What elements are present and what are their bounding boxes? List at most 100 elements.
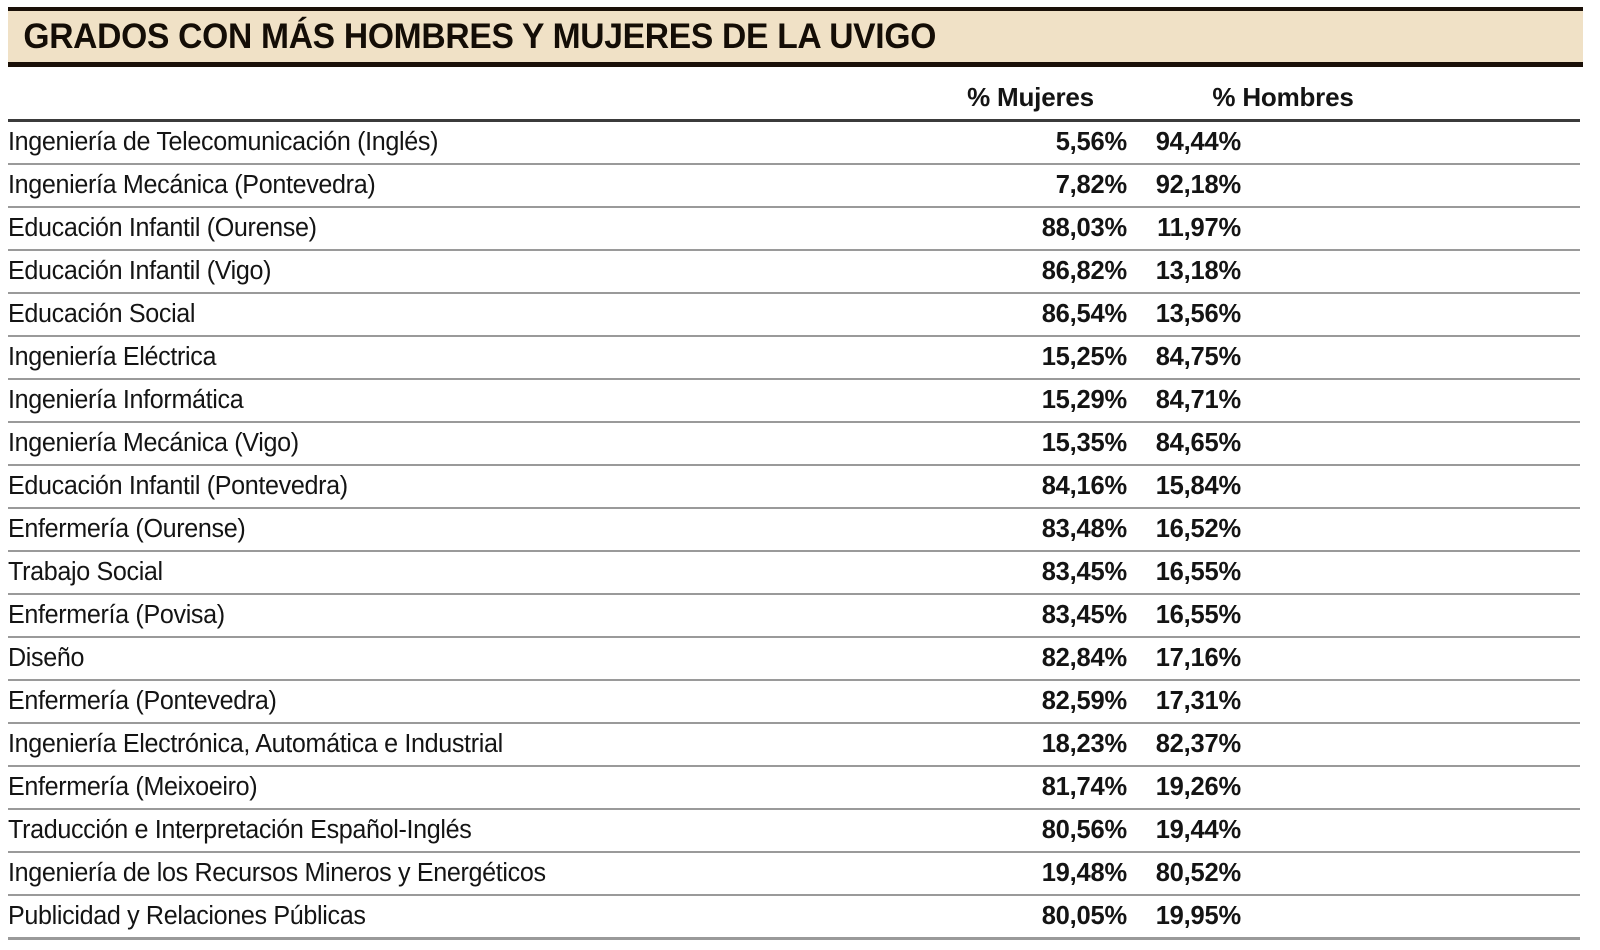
degree-name-cell: Ingeniería de Telecomunicación (Inglés) — [8, 120, 895, 165]
women-percentage-cell: 83,48% — [908, 508, 1153, 552]
degree-name-cell: Enfermería (Povisa) — [8, 594, 895, 638]
men-percentage-cell: 17,31% — [1153, 680, 1413, 724]
women-percentage-cell: 18,23% — [908, 723, 1153, 767]
women-percentage-cell: 15,25% — [908, 336, 1153, 380]
women-percentage-cell: 19,48% — [908, 852, 1153, 896]
row-spacer-cell — [1413, 508, 1580, 552]
men-percentage-cell: 16,55% — [1153, 551, 1413, 595]
men-percentage-cell: 13,18% — [1153, 250, 1413, 294]
women-percentage-cell: 15,35% — [908, 422, 1153, 466]
row-spacer-cell — [1413, 465, 1580, 509]
men-percentage-cell: 16,52% — [1153, 508, 1413, 552]
men-percentage-cell: 82,37% — [1153, 723, 1413, 767]
table-row: Enfermería (Meixoeiro) 81,74% 19,26% — [8, 766, 1580, 810]
table-row: Ingeniería Electrónica, Automática e Ind… — [8, 723, 1580, 767]
table-row: Ingeniería Eléctrica 15,25% 84,75% — [8, 336, 1580, 380]
women-percentage-cell: 83,45% — [908, 594, 1153, 638]
table-row: Educación Social 86,54% 13,56% — [8, 293, 1580, 337]
degree-name-cell: Trabajo Social — [8, 551, 895, 595]
men-percentage-cell: 11,97% — [1153, 207, 1413, 251]
column-header-spacer — [1413, 82, 1580, 122]
men-percentage-cell: 15,84% — [1153, 465, 1413, 509]
degree-name-cell: Educación Infantil (Vigo) — [8, 250, 895, 294]
table-row: Enfermería (Ourense) 83,48% 16,52% — [8, 508, 1580, 552]
table-row: Ingeniería de Telecomunicación (Inglés) 5… — [8, 120, 1580, 165]
degree-name-cell: Enfermería (Ourense) — [8, 508, 895, 552]
table-row: Educación Infantil (Ourense) 88,03% 11,97% — [8, 207, 1580, 251]
degree-name-cell: Ingeniería Mecánica (Vigo) — [8, 422, 895, 466]
women-percentage-cell: 83,45% — [908, 551, 1153, 595]
men-percentage-cell: 19,26% — [1153, 766, 1413, 810]
men-percentage-cell: 84,75% — [1153, 336, 1413, 380]
row-spacer-cell — [1413, 336, 1580, 380]
table-row: Enfermería (Povisa) 83,45% 16,55% — [8, 594, 1580, 638]
men-percentage-cell: 92,18% — [1153, 164, 1413, 208]
row-spacer-cell — [1413, 250, 1580, 294]
table-row: Publicidad y Relaciones Públicas 80,05% 19… — [8, 895, 1580, 940]
degree-name-cell: Diseño — [8, 637, 895, 681]
women-percentage-cell: 82,59% — [908, 680, 1153, 724]
men-percentage-cell: 80,52% — [1153, 852, 1413, 896]
table-body: Ingeniería de Telecomunicación (Inglés) 5… — [8, 120, 1580, 940]
degree-name-cell: Educación Infantil (Pontevedra) — [8, 465, 895, 509]
table-row: Traducción e Interpretación Español-Ingl… — [8, 809, 1580, 853]
table-row: Ingeniería de los Recursos Mineros y Ene… — [8, 852, 1580, 896]
degree-name-cell: Ingeniería de los Recursos Mineros y Ene… — [8, 852, 895, 896]
men-percentage-cell: 16,55% — [1153, 594, 1413, 638]
row-spacer-cell — [1413, 207, 1580, 251]
degree-name-cell: Ingeniería Mecánica (Pontevedra) — [8, 164, 895, 208]
degree-name-cell: Ingeniería Eléctrica — [8, 336, 895, 380]
degree-name-cell: Enfermería (Pontevedra) — [8, 680, 895, 724]
row-spacer-cell — [1413, 164, 1580, 208]
table-row: Enfermería (Pontevedra) 82,59% 17,31% — [8, 680, 1580, 724]
row-spacer-cell — [1413, 852, 1580, 896]
row-spacer-cell — [1413, 551, 1580, 595]
men-percentage-cell: 19,44% — [1153, 809, 1413, 853]
men-percentage-cell: 84,65% — [1153, 422, 1413, 466]
women-percentage-cell: 86,82% — [908, 250, 1153, 294]
men-percentage-cell: 84,71% — [1153, 379, 1413, 423]
men-percentage-cell: 17,16% — [1153, 637, 1413, 681]
table-row: Trabajo Social 83,45% 16,55% — [8, 551, 1580, 595]
women-percentage-cell: 84,16% — [908, 465, 1153, 509]
column-header-degree — [8, 82, 908, 122]
degree-name-cell: Ingeniería Informática — [8, 379, 895, 423]
table-row: Diseño 82,84% 17,16% — [8, 637, 1580, 681]
row-spacer-cell — [1413, 895, 1580, 940]
table-row: Educación Infantil (Pontevedra) 84,16% 15,… — [8, 465, 1580, 509]
degrees-gender-table: % Mujeres % Hombres Ingeniería de Teleco… — [8, 82, 1580, 940]
degree-name-cell: Publicidad y Relaciones Públicas — [8, 895, 895, 940]
women-percentage-cell: 15,29% — [908, 379, 1153, 423]
women-percentage-cell: 5,56% — [908, 120, 1153, 165]
title-banner: GRADOS CON MÁS HOMBRES Y MUJERES DE LA U… — [8, 7, 1583, 67]
women-percentage-cell: 82,84% — [908, 637, 1153, 681]
degree-name-cell: Educación Infantil (Ourense) — [8, 207, 895, 251]
table-row: Ingeniería Informática 15,29% 84,71% — [8, 379, 1580, 423]
degree-name-cell: Educación Social — [8, 293, 895, 337]
women-percentage-cell: 80,56% — [908, 809, 1153, 853]
table-row: Educación Infantil (Vigo) 86,82% 13,18% — [8, 250, 1580, 294]
page-title: GRADOS CON MÁS HOMBRES Y MUJERES DE LA U… — [23, 17, 937, 56]
row-spacer-cell — [1413, 637, 1580, 681]
table-row: Ingeniería Mecánica (Pontevedra) 7,82% 92,… — [8, 164, 1580, 208]
row-spacer-cell — [1413, 293, 1580, 337]
women-percentage-cell: 7,82% — [908, 164, 1153, 208]
row-spacer-cell — [1413, 379, 1580, 423]
row-spacer-cell — [1413, 594, 1580, 638]
table-row: Ingeniería Mecánica (Vigo) 15,35% 84,65% — [8, 422, 1580, 466]
men-percentage-cell: 94,44% — [1153, 120, 1413, 165]
row-spacer-cell — [1413, 120, 1580, 165]
men-percentage-cell: 13,56% — [1153, 293, 1413, 337]
men-percentage-cell: 19,95% — [1153, 895, 1413, 940]
degree-name-cell: Enfermería (Meixoeiro) — [8, 766, 895, 810]
women-percentage-cell: 81,74% — [908, 766, 1153, 810]
degree-name-cell: Ingeniería Electrónica, Automática e Ind… — [8, 723, 895, 767]
column-header-men: % Hombres — [1153, 82, 1413, 122]
women-percentage-cell: 86,54% — [908, 293, 1153, 337]
row-spacer-cell — [1413, 809, 1580, 853]
table-container: % Mujeres % Hombres Ingeniería de Teleco… — [8, 82, 1580, 940]
row-spacer-cell — [1413, 422, 1580, 466]
row-spacer-cell — [1413, 723, 1580, 767]
women-percentage-cell: 80,05% — [908, 895, 1153, 940]
